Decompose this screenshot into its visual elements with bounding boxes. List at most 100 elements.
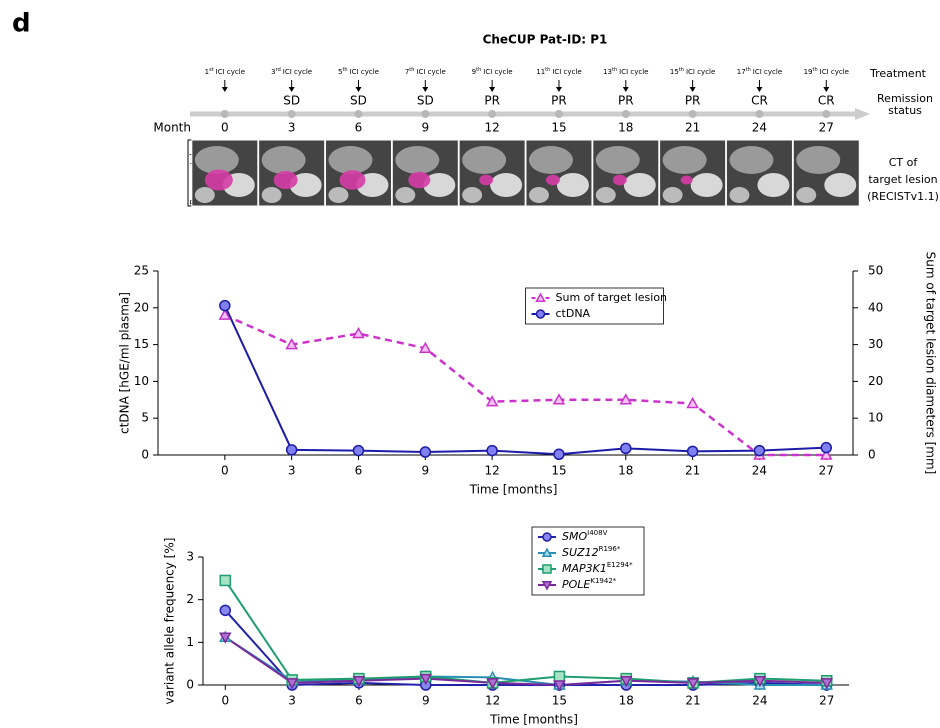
x-axis-label: Time [months] [469, 483, 558, 497]
ct-tissue [729, 146, 773, 174]
series-line [225, 610, 826, 685]
cycle-suffix: th [545, 67, 550, 73]
remission-status: SD [417, 94, 434, 108]
y2-tick-label: 30 [868, 337, 883, 351]
treatment-arrowhead [690, 87, 696, 92]
timeline-dot [288, 110, 296, 118]
cycle-number: 13 [603, 68, 612, 76]
month-number: 12 [484, 121, 499, 135]
cycle-label: 7thICI cycle [405, 67, 446, 77]
x-tick-label: 24 [752, 464, 767, 478]
timeline-dot [822, 110, 830, 118]
cycle-suffix: th [476, 67, 481, 73]
month-number: 24 [752, 121, 767, 135]
ct-bone [490, 173, 522, 197]
figure-title: CheCUP Pat-ID: P1 [483, 33, 608, 47]
ct-tissue [328, 187, 348, 203]
treatment-arrowhead [489, 87, 495, 92]
month-number: 21 [685, 121, 700, 135]
legend-name: POLE [562, 578, 590, 591]
ct-lesion [546, 175, 560, 186]
cycle-number: 19 [804, 68, 813, 76]
remission-label: status [888, 104, 922, 117]
cycle-text: ICI cycle [552, 68, 581, 76]
month-number: 15 [551, 121, 566, 135]
x-tick-label: 21 [685, 694, 700, 708]
ct-tissue [328, 146, 372, 174]
cycle-suffix: th [612, 67, 617, 73]
timeline-dot [622, 110, 630, 118]
legend-label: Sum of target lesion [556, 291, 668, 304]
legend-name: SUZ12 [562, 546, 599, 559]
remission-status: CR [818, 94, 835, 108]
month-number: 18 [618, 121, 633, 135]
cycle-text: ICI cycle [216, 68, 245, 76]
legend-name: SMO [562, 530, 587, 543]
x-tick-label: 15 [551, 464, 566, 478]
timeline-dot [689, 110, 697, 118]
timeline-dot [488, 110, 496, 118]
legend-mutation: I408V [587, 529, 607, 537]
cycle-label: 15thICI cycle [670, 67, 715, 77]
series-line [225, 306, 826, 455]
x-tick-label: 0 [221, 464, 229, 478]
cycle-text: ICI cycle [350, 68, 379, 76]
ct-tissue [462, 187, 482, 203]
remission-status: CR [751, 94, 768, 108]
month-number: 27 [819, 121, 834, 135]
cycle-text: ICI cycle [686, 68, 715, 76]
figure: d CheCUP Pat-ID: P1 Treatment Remission … [0, 0, 940, 728]
y2-axis-label: Sum of target lesion diameters [mm] [924, 252, 938, 475]
marker [220, 301, 230, 311]
cycle-label: 5thICI cycle [338, 67, 379, 77]
x-tick-label: 6 [355, 694, 363, 708]
remission-status: SD [283, 94, 300, 108]
y2-tick-label: 20 [868, 374, 883, 388]
marker [554, 449, 564, 459]
ct-tissue [529, 187, 549, 203]
ct-tissue [663, 146, 707, 174]
x-tick-label: 3 [288, 694, 296, 708]
ct-tissue [663, 187, 683, 203]
timeline-dot [421, 110, 429, 118]
month-number: 0 [221, 121, 229, 135]
month-label: Month [153, 121, 191, 135]
cycle-number: 11 [536, 68, 545, 76]
timeline-dot [755, 110, 763, 118]
marker [537, 310, 545, 318]
month-number: 3 [288, 121, 296, 135]
timeline-dot [354, 110, 362, 118]
cycle-suffix: th [812, 67, 817, 73]
series-line [225, 637, 826, 685]
timeline-dot [555, 110, 563, 118]
y-tick-label: 2 [186, 592, 194, 606]
month-number: 6 [355, 121, 363, 135]
legend-name: MAP3K1 [562, 562, 607, 575]
ct-tissue [195, 187, 215, 203]
ct-tissue [529, 146, 573, 174]
ct-lesion [408, 172, 430, 189]
ct-tissue [262, 146, 306, 174]
marker [220, 605, 230, 615]
y-tick-label: 5 [141, 411, 149, 425]
treatment-arrowhead [355, 87, 361, 92]
ct-lesion [479, 175, 493, 186]
marker [487, 446, 497, 456]
marker [353, 446, 363, 456]
x-tick-label: 27 [819, 694, 834, 708]
cycle-text: ICI cycle [416, 68, 445, 76]
cycle-suffix: th [746, 67, 751, 73]
legend-mutation: R196* [599, 545, 621, 553]
treatment-arrowhead [623, 87, 629, 92]
x-tick-label: 15 [552, 694, 567, 708]
marker [754, 446, 764, 456]
cycle-suffix: rd [276, 67, 281, 73]
marker [621, 443, 631, 453]
x-tick-label: 0 [221, 694, 229, 708]
cycle-text: ICI cycle [753, 68, 782, 76]
treatment-arrowhead [823, 87, 829, 92]
y-tick-label: 20 [134, 300, 149, 314]
marker [821, 443, 831, 453]
